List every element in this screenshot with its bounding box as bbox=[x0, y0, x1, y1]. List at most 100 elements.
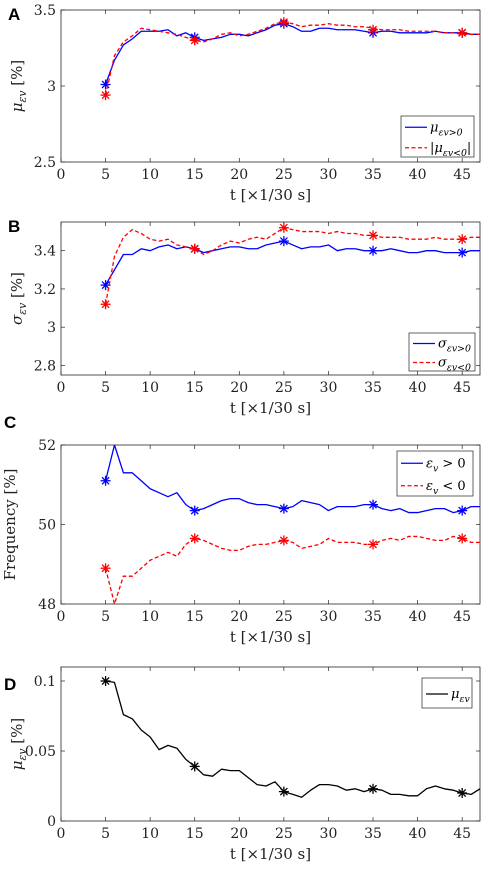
y-tick-label: 0.1 bbox=[34, 674, 56, 690]
legend-entry: σεv<0 bbox=[438, 356, 471, 374]
data-point-marker-stroke bbox=[190, 244, 199, 253]
data-point-marker-stroke bbox=[369, 246, 378, 255]
x-tick-label: 35 bbox=[364, 609, 382, 625]
data-point-marker-stroke bbox=[369, 25, 378, 34]
data-point-marker-stroke bbox=[101, 91, 110, 100]
data-point-marker-stroke bbox=[101, 677, 110, 685]
plot-area bbox=[60, 666, 481, 822]
y-tick-label: 50 bbox=[38, 518, 56, 534]
series-2 bbox=[100, 533, 480, 604]
series-line bbox=[104, 227, 480, 305]
data-point-marker bbox=[189, 35, 200, 46]
data-point-marker bbox=[457, 234, 468, 245]
data-point-marker bbox=[278, 236, 289, 247]
data-point-marker-stroke bbox=[458, 789, 467, 797]
x-tick-label: 35 bbox=[364, 380, 382, 396]
legend-box bbox=[421, 677, 473, 709]
data-point-marker bbox=[368, 783, 379, 794]
x-tick-label: 15 bbox=[186, 167, 204, 183]
y-axis-label: μεv [%] bbox=[8, 60, 29, 112]
data-point-marker-stroke bbox=[279, 237, 288, 246]
x-axis-label: t [×1/30 s] bbox=[230, 399, 311, 417]
legend-entry: μεv>0 bbox=[430, 120, 463, 138]
y-tick-label: 3.4 bbox=[34, 244, 56, 260]
y-tick-label: 52 bbox=[38, 438, 56, 454]
data-point-marker-stroke bbox=[190, 534, 199, 543]
data-point-marker bbox=[189, 505, 200, 516]
data-point-marker bbox=[100, 280, 111, 291]
x-tick-label: 0 bbox=[57, 380, 66, 396]
data-point-marker bbox=[189, 243, 200, 254]
data-point-marker-stroke bbox=[279, 536, 288, 545]
plot-area bbox=[60, 221, 481, 376]
series-line bbox=[105, 680, 480, 798]
x-tick-label: 40 bbox=[409, 380, 427, 396]
data-point-marker bbox=[100, 90, 111, 101]
data-point-marker-stroke bbox=[101, 564, 110, 573]
y-tick-label: 3.5 bbox=[34, 3, 56, 19]
data-point-marker-stroke bbox=[279, 504, 288, 513]
panel-D: D 0 5 10 15 20 25 30 35 40 45 0 0.05 0.1 t [×1/30 s] με… bbox=[4, 666, 481, 863]
data-point-marker bbox=[457, 27, 468, 38]
x-tick-label: 40 bbox=[409, 609, 427, 625]
data-point-marker-stroke bbox=[458, 235, 467, 244]
data-point-marker-stroke bbox=[458, 534, 467, 543]
x-tick-label: 40 bbox=[409, 167, 427, 183]
data-point-marker-stroke bbox=[279, 223, 288, 232]
x-tick-label: 10 bbox=[141, 826, 159, 842]
x-tick-label: 40 bbox=[409, 826, 427, 842]
data-point-marker bbox=[457, 788, 468, 798]
x-tick-label: 30 bbox=[320, 167, 338, 183]
data-point-marker bbox=[368, 499, 379, 510]
y-tick-label: 48 bbox=[38, 597, 56, 613]
series-line bbox=[104, 445, 480, 514]
legend: εv > 0 εv < 0 bbox=[396, 450, 474, 497]
panel-C: C 0 5 10 15 20 25 30 35 40 45 48 50 52 t [×1/30 s] Freq… bbox=[1, 413, 481, 646]
series-line bbox=[104, 535, 480, 604]
series-line bbox=[104, 23, 480, 85]
data-point-marker-stroke bbox=[369, 500, 378, 509]
y-axis-label: σεv [%] bbox=[8, 272, 29, 325]
data-point-marker bbox=[457, 505, 468, 516]
data-point-marker bbox=[278, 17, 289, 28]
legend-box bbox=[400, 115, 475, 158]
x-tick-label: 45 bbox=[453, 380, 471, 396]
data-point-marker bbox=[278, 786, 289, 797]
x-axis-label: t [×1/30 s] bbox=[230, 186, 311, 204]
data-point-marker bbox=[100, 475, 111, 486]
y-tick-label: 2.8 bbox=[34, 358, 56, 374]
data-point-marker bbox=[100, 676, 111, 686]
data-point-marker-stroke bbox=[101, 300, 110, 309]
y-tick-label: 0.05 bbox=[25, 744, 56, 760]
panel-letter: B bbox=[8, 217, 20, 236]
x-tick-label: 35 bbox=[364, 167, 382, 183]
series-1 bbox=[100, 18, 480, 90]
data-point-marker bbox=[457, 533, 468, 544]
x-tick-label: 10 bbox=[141, 380, 159, 396]
y-tick-label: 3 bbox=[47, 320, 56, 336]
x-tick-label: 10 bbox=[141, 609, 159, 625]
legend: μεv bbox=[421, 677, 473, 709]
x-tick-label: 20 bbox=[230, 609, 248, 625]
series-line bbox=[105, 240, 480, 286]
legend-entry: |μεv<0| bbox=[430, 141, 471, 159]
x-tick-label: 25 bbox=[275, 609, 293, 625]
y-axis-label-group: μεv [%] bbox=[8, 718, 29, 770]
data-point-marker bbox=[100, 563, 111, 574]
x-tick-label: 15 bbox=[186, 380, 204, 396]
x-tick-label: 30 bbox=[320, 826, 338, 842]
data-point-marker bbox=[189, 533, 200, 544]
panel-letter: C bbox=[4, 413, 16, 432]
x-tick-label: 25 bbox=[275, 167, 293, 183]
data-point-marker bbox=[457, 247, 468, 258]
data-point-marker-stroke bbox=[101, 281, 110, 290]
data-point-marker-stroke bbox=[101, 476, 110, 485]
legend-entry: εv > 0 bbox=[426, 456, 466, 474]
data-point-marker bbox=[368, 539, 379, 550]
legend-box bbox=[408, 332, 476, 372]
series-1 bbox=[100, 236, 480, 291]
series-line bbox=[104, 21, 480, 96]
data-point-marker-stroke bbox=[458, 28, 467, 37]
